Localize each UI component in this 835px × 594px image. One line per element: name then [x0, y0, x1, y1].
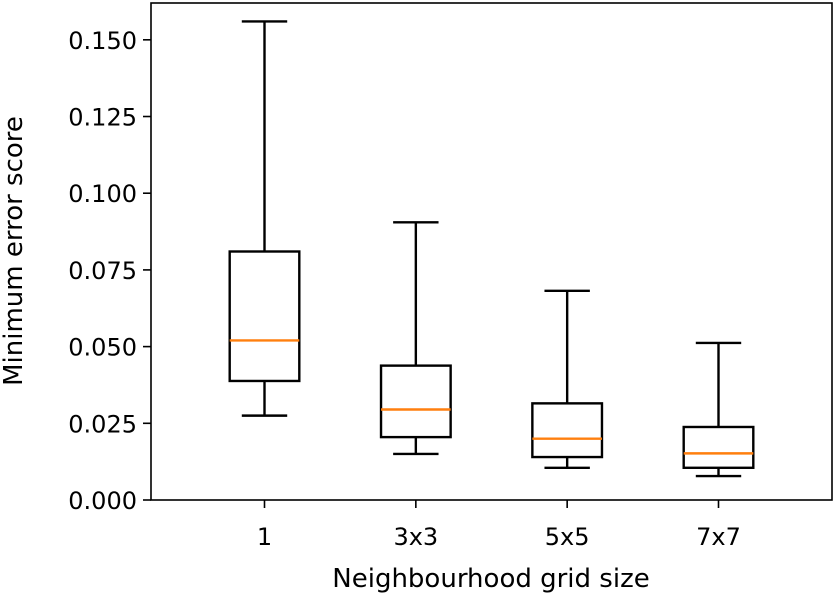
y-axis: 0.000 0.025 0.050 0.075 0.100 0.125 0.150: [68, 27, 151, 515]
x-tick-label: 7x7: [696, 523, 741, 551]
y-tick-label: 0.150: [68, 27, 137, 55]
y-tick-label: 0.050: [68, 334, 137, 362]
box-body: [379, 364, 452, 439]
box-body: [682, 425, 755, 469]
plot-frame: [150, 2, 833, 501]
x-tick-label: 5x5: [545, 523, 590, 551]
box-body: [228, 250, 301, 383]
y-tick-label: 0.125: [68, 104, 137, 132]
x-tick-label: 3x3: [393, 523, 438, 551]
y-axis-label: Minimum error score: [0, 116, 29, 386]
box-body: [531, 402, 604, 459]
box-series: [228, 20, 755, 478]
box-3x3: [379, 221, 452, 456]
box-1: [228, 20, 301, 417]
y-tick-label: 0.000: [68, 487, 137, 515]
y-tick-label: 0.075: [68, 257, 137, 285]
x-tick-label: 1: [257, 523, 272, 551]
y-tick-label: 0.100: [68, 180, 137, 208]
box-5x5: [531, 289, 604, 469]
box-7x7: [682, 341, 755, 478]
x-axis-label: Neighbourhood grid size: [332, 564, 649, 594]
x-axis: 1 3x3 5x5 7x7: [257, 500, 741, 551]
y-tick-label: 0.025: [68, 410, 137, 438]
